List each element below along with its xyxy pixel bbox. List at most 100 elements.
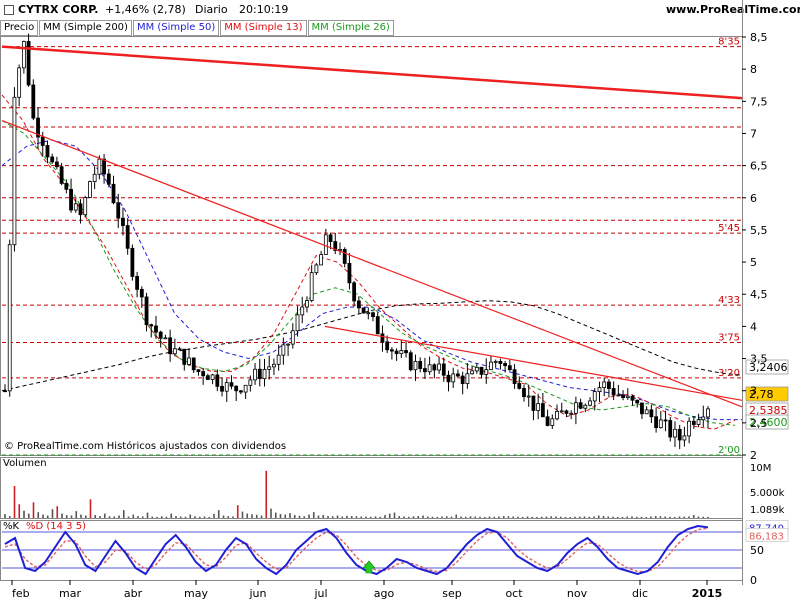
candle-body	[333, 241, 338, 251]
candle	[668, 416, 673, 442]
candle-body	[111, 183, 116, 204]
candle	[319, 250, 324, 266]
candle	[677, 424, 682, 450]
candle-body	[644, 409, 649, 415]
candle-body	[229, 382, 234, 387]
candle	[121, 207, 125, 236]
volume-bar	[692, 515, 695, 518]
level-label-5: 2'00	[718, 445, 740, 456]
ma-line-MM (Simple 26)	[1, 120, 736, 426]
candle-body	[3, 390, 7, 393]
price-tick-13: 2	[750, 449, 757, 462]
candle-body	[130, 247, 135, 277]
candle	[31, 79, 36, 121]
level-label-0: 8'35	[718, 37, 740, 48]
candle	[69, 178, 73, 213]
candle	[59, 162, 64, 186]
volume-bar	[198, 516, 201, 518]
volume-panel-title: Volumen	[3, 458, 47, 469]
price-tick-9: 4	[750, 320, 757, 333]
candle-body	[559, 410, 564, 413]
volume-bar	[312, 512, 315, 518]
minimize-box-icon[interactable]	[4, 4, 14, 15]
volume-bar	[84, 515, 87, 518]
candle	[50, 153, 55, 164]
volume-bar	[407, 516, 410, 518]
candle-body	[276, 354, 281, 365]
candle	[479, 366, 484, 379]
volume-bar	[70, 515, 73, 518]
volume-bar	[474, 516, 477, 518]
candle	[295, 305, 300, 337]
legend-price[interactable]: Precio	[0, 20, 39, 36]
legend-ma26[interactable]: MM (Simple 26)	[307, 20, 394, 36]
volume-bar	[374, 516, 377, 518]
candle-body	[352, 282, 357, 302]
candle-body	[489, 361, 493, 371]
volume-bar	[37, 512, 40, 518]
candle	[526, 384, 531, 407]
candle	[408, 350, 413, 372]
candle-body	[234, 385, 239, 392]
candle-body	[196, 369, 201, 372]
volume-bar	[184, 516, 187, 518]
volume-bar	[303, 516, 306, 518]
volume-bar	[208, 516, 211, 518]
volume-bar	[89, 499, 92, 518]
candle	[210, 373, 215, 385]
candle	[342, 247, 347, 268]
candle-body	[182, 348, 187, 365]
ma-line-MM (Simple 50)	[1, 139, 742, 421]
candle	[696, 413, 701, 428]
volume-bar	[654, 516, 657, 518]
volume-bar	[360, 516, 363, 518]
volume-bar	[464, 516, 467, 518]
candle	[356, 296, 361, 314]
candle-body	[69, 188, 73, 211]
price-tick-6: 5,5	[750, 224, 768, 237]
candle-body	[253, 368, 257, 381]
candle	[144, 292, 149, 332]
candle-body	[342, 248, 347, 264]
candle-body	[54, 161, 59, 168]
candle	[338, 242, 342, 256]
volume-bar	[531, 516, 534, 518]
candle-body	[602, 381, 607, 389]
volume-bar	[61, 513, 63, 518]
volume-tick-0: 10M	[750, 463, 771, 474]
candle-body	[92, 173, 97, 183]
candle	[602, 377, 607, 397]
volume-bar	[659, 516, 662, 518]
legend-ma200[interactable]: MM (Simple 200)	[39, 20, 132, 36]
candle-body	[210, 374, 215, 380]
candle-body	[630, 395, 635, 401]
legend-ma50[interactable]: MM (Simple 50)	[132, 20, 220, 36]
header-period: Diario	[195, 3, 228, 16]
volume-bar	[165, 516, 168, 518]
price-tick-5: 6	[750, 192, 757, 205]
level-label-1: 5'45	[718, 223, 740, 234]
volume-bar	[227, 516, 230, 518]
volume-bar	[151, 516, 154, 518]
volume-bar	[678, 516, 681, 518]
volume-bar	[697, 516, 700, 518]
candle	[191, 357, 196, 374]
trendline-mid	[1, 120, 743, 408]
candle	[116, 193, 121, 229]
candle-body	[649, 409, 654, 418]
volume-bar	[42, 514, 44, 518]
candle	[375, 312, 380, 335]
candle	[220, 377, 224, 397]
candle-body	[555, 410, 559, 420]
candle	[17, 64, 22, 107]
candle	[36, 107, 40, 149]
header-site[interactable]: www.ProRealTime.com	[666, 3, 800, 16]
trendline-short	[324, 325, 743, 401]
candle-body	[479, 366, 484, 375]
legend-ma13[interactable]: MM (Simple 13)	[220, 20, 307, 36]
price-tick-8: 4,5	[750, 288, 768, 301]
volume-bar	[18, 504, 21, 518]
volume-bar	[588, 516, 591, 518]
volume-bar	[241, 511, 244, 518]
volume-bar	[194, 516, 196, 518]
